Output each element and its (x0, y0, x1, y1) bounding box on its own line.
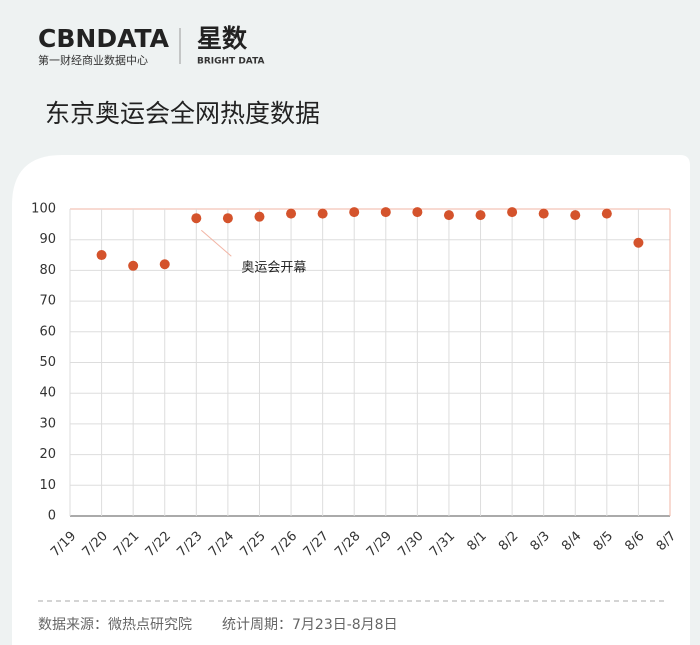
y-tick-label: 40 (39, 386, 56, 401)
dot (159, 259, 170, 270)
y-tick-label: 60 (39, 324, 56, 339)
annotation-line (200, 229, 232, 257)
dot (633, 237, 644, 248)
y-tick-label: 90 (39, 232, 56, 247)
dot (412, 207, 423, 218)
dot (475, 210, 486, 221)
card (12, 155, 690, 645)
dot (538, 208, 549, 219)
dot (286, 208, 297, 219)
chart-title: 东京奥运会全网热度数据 (45, 99, 320, 128)
product: 星数 (197, 24, 248, 53)
y-tick-label: 20 (39, 447, 56, 462)
dot (601, 208, 612, 219)
dot (191, 213, 202, 224)
dot (317, 208, 328, 219)
dot (128, 260, 139, 271)
brand: CBNDATA (38, 24, 170, 53)
dot (380, 207, 391, 218)
y-tick-label: 70 (39, 294, 56, 309)
dot (222, 213, 233, 224)
dot (349, 207, 360, 218)
brand-sub: 第一财经商业数据中心 (38, 53, 148, 67)
dot (254, 211, 265, 222)
footer-source: 数据来源：微热点研究院 (38, 617, 192, 633)
dot (443, 210, 454, 221)
annotation: 奥运会开幕 (241, 261, 306, 276)
dot (570, 210, 581, 221)
footer-period: 统计周期：7月23日-8月8日 (222, 617, 398, 633)
y-tick-label: 100 (31, 202, 56, 217)
y-tick-label: 50 (39, 355, 56, 370)
y-tick-label: 0 (48, 509, 56, 524)
product-sub: BRIGHT DATA (197, 57, 265, 67)
dot (507, 207, 518, 218)
y-tick-label: 80 (39, 263, 56, 278)
dot (96, 250, 107, 261)
y-tick-label: 30 (39, 416, 56, 431)
y-tick-label: 10 (39, 478, 56, 493)
